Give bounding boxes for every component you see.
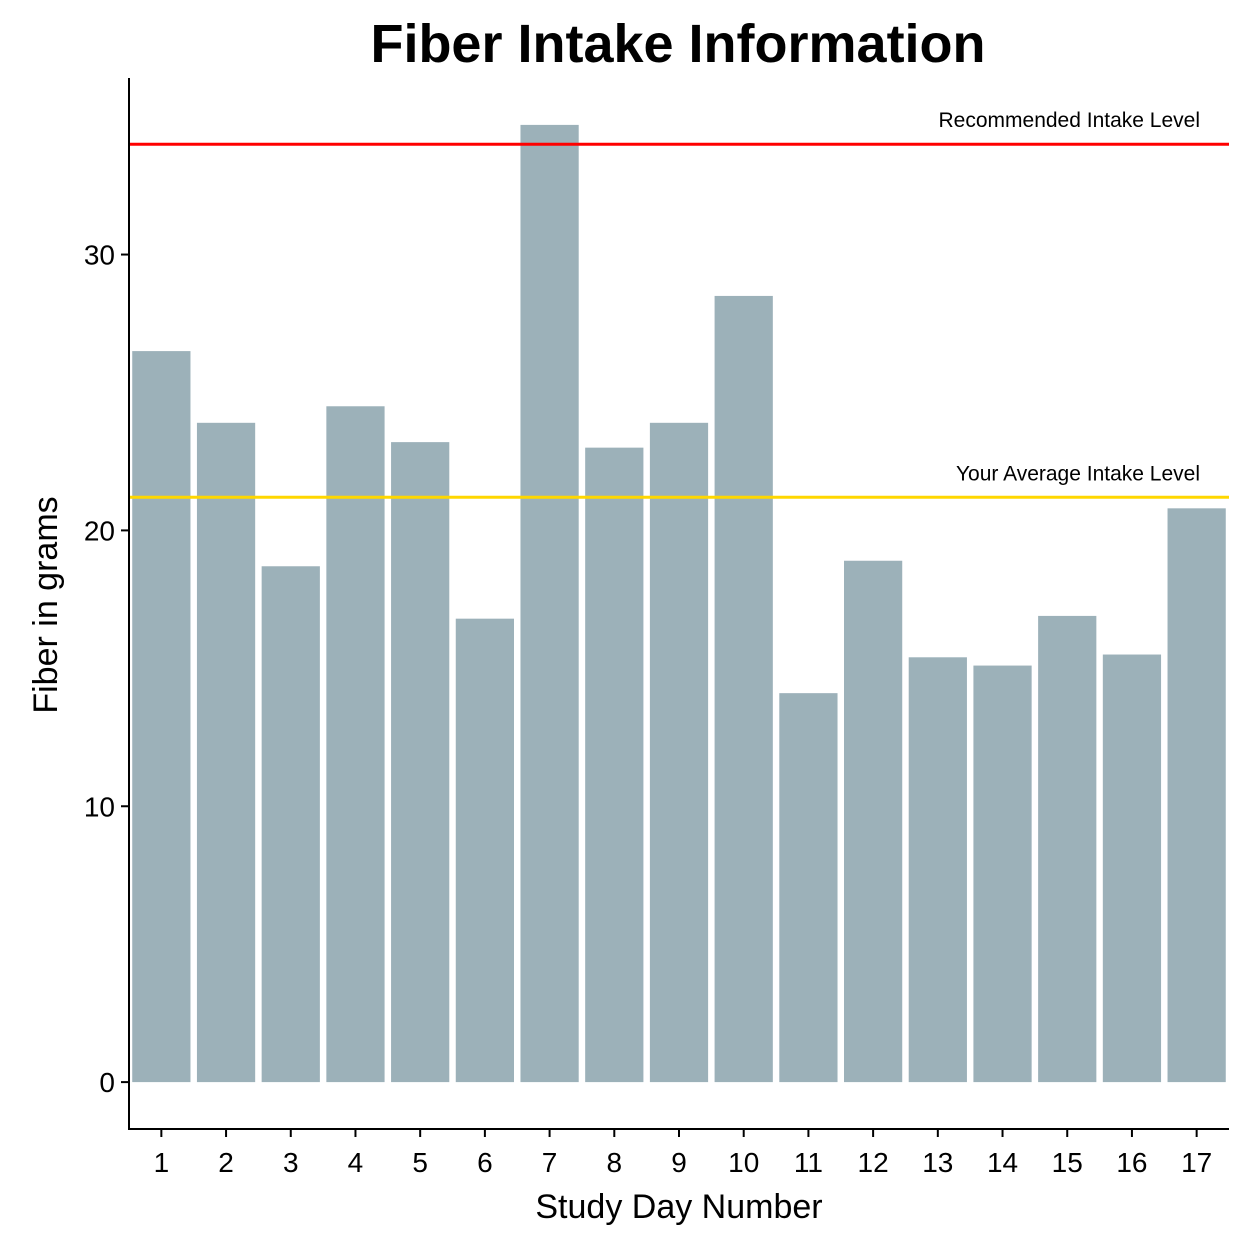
- x-tick-label-7: 7: [542, 1147, 558, 1178]
- chart-title: Fiber Intake Information: [370, 14, 985, 74]
- x-tick-label-14: 14: [987, 1147, 1018, 1178]
- x-ticks-group: 1 2 3 4 5 6 7 8 9 10 11 12 13 14 15 16 17: [154, 1129, 1212, 1178]
- bar-day-14: [973, 665, 1032, 1083]
- x-tick-label-15: 15: [1052, 1147, 1083, 1178]
- x-tick-label-1: 1: [154, 1147, 170, 1178]
- x-tick-label-8: 8: [607, 1147, 623, 1178]
- bar-day-16: [1102, 654, 1162, 1083]
- bar-day-9: [649, 422, 709, 1083]
- x-tick-label-9: 9: [671, 1147, 687, 1178]
- bar-day-8: [585, 447, 644, 1083]
- y-axis-label: Fiber in grams: [27, 496, 65, 713]
- y-ticks-group: 0 10 20 30: [84, 240, 129, 1098]
- bar-day-7: [520, 124, 579, 1083]
- x-tick-label-2: 2: [218, 1147, 234, 1178]
- bar-day-11: [779, 693, 838, 1083]
- bar-day-3: [261, 566, 320, 1083]
- x-tick-label-13: 13: [922, 1147, 953, 1178]
- bar-day-1: [132, 351, 191, 1083]
- reference-lines-group: Recommended Intake Level Your Average Int…: [129, 109, 1229, 499]
- x-axis-label: Study Day Number: [535, 1188, 822, 1226]
- bar-day-6: [455, 618, 514, 1083]
- x-tick-label-16: 16: [1116, 1147, 1147, 1178]
- reference-line-label-2: Your Average Intake Level: [956, 462, 1200, 485]
- y-tick-label-20: 20: [84, 515, 115, 546]
- x-tick-label-10: 10: [728, 1147, 759, 1178]
- bar-day-15: [1038, 615, 1097, 1083]
- x-tick-label-3: 3: [283, 1147, 299, 1178]
- y-tick-label-10: 10: [84, 791, 115, 822]
- bar-day-12: [844, 560, 903, 1083]
- y-tick-label-0: 0: [99, 1067, 115, 1098]
- x-tick-label-11: 11: [794, 1147, 823, 1178]
- bar-day-4: [326, 406, 385, 1083]
- bar-day-5: [391, 442, 450, 1083]
- x-tick-label-4: 4: [348, 1147, 364, 1178]
- bar-day-2: [196, 422, 256, 1083]
- reference-line-label-1: Recommended Intake Level: [939, 109, 1201, 132]
- bars-group: [132, 124, 1226, 1083]
- bar-day-13: [908, 657, 967, 1083]
- x-tick-label-6: 6: [477, 1147, 493, 1178]
- x-tick-label-12: 12: [858, 1147, 889, 1178]
- x-tick-label-5: 5: [412, 1147, 428, 1178]
- x-tick-label-17: 17: [1181, 1147, 1212, 1178]
- y-tick-label-30: 30: [84, 240, 115, 271]
- bar-day-10: [714, 295, 773, 1083]
- bar-day-17: [1167, 508, 1226, 1083]
